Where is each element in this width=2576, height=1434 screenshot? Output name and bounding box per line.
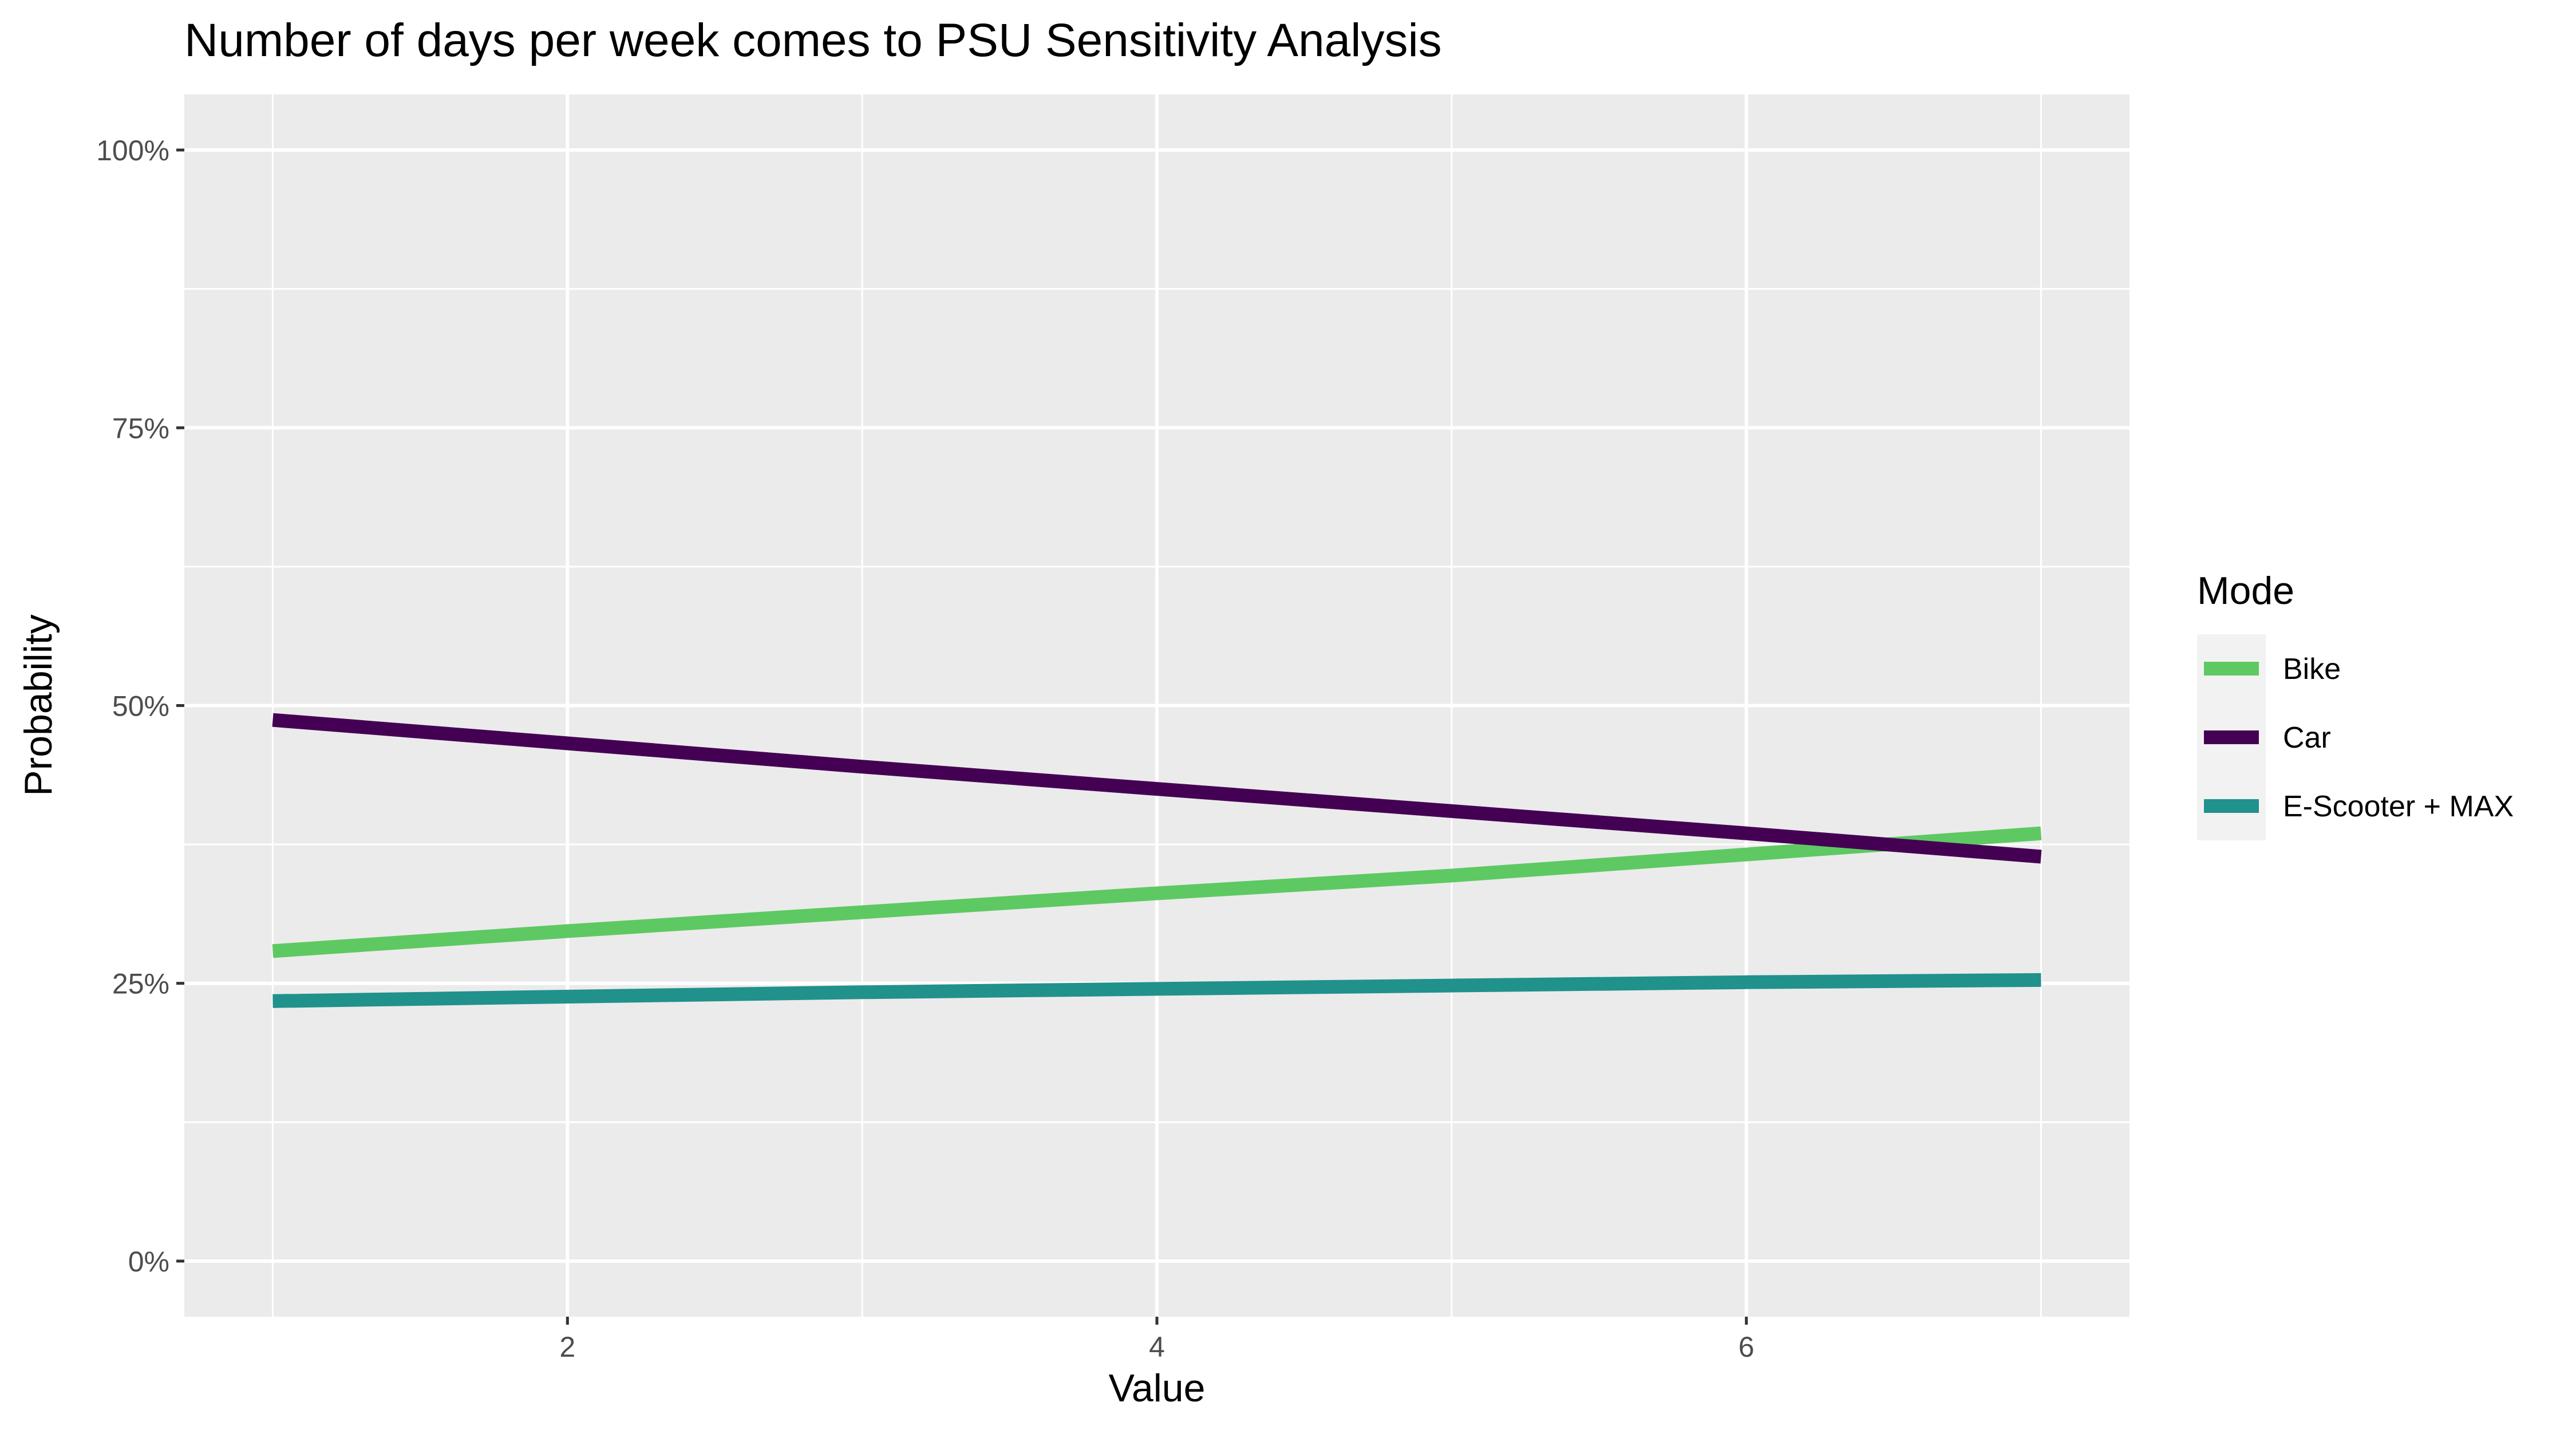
- major-gridlines: [184, 94, 2129, 1317]
- legend-label: Bike: [2283, 653, 2341, 686]
- y-tick-label: 0%: [128, 1246, 169, 1278]
- y-axis-title: Probability: [17, 614, 60, 796]
- y-tick-label: 50%: [112, 690, 169, 722]
- series-lines: [272, 713, 2042, 1008]
- chart-title: Number of days per week comes to PSU Sen…: [184, 14, 1442, 66]
- x-axis-title: Value: [1109, 1366, 1206, 1410]
- legend-items: Bike Car E-Scooter + MAX: [2204, 653, 2514, 823]
- y-axis: 0% 25% 50% 75% 100%: [96, 135, 184, 1278]
- series-line-bike: [272, 826, 2042, 958]
- legend-title: Mode: [2197, 569, 2294, 613]
- legend-label: E-Scooter + MAX: [2283, 790, 2514, 823]
- x-tick-label: 2: [559, 1331, 575, 1363]
- series-line-car: [272, 713, 2042, 864]
- x-tick-label: 6: [1739, 1331, 1755, 1363]
- x-axis: 2 4 6: [559, 1317, 1755, 1363]
- y-tick-label: 25%: [112, 968, 169, 1000]
- y-tick-label: 75%: [112, 412, 169, 444]
- legend: Mode Bike Car E-Scooter + MAX: [2197, 569, 2514, 840]
- legend-label: Car: [2283, 721, 2331, 754]
- y-tick-label: 100%: [96, 135, 169, 167]
- x-tick-label: 4: [1149, 1331, 1165, 1363]
- series-line-e-scooter-max: [272, 973, 2041, 1008]
